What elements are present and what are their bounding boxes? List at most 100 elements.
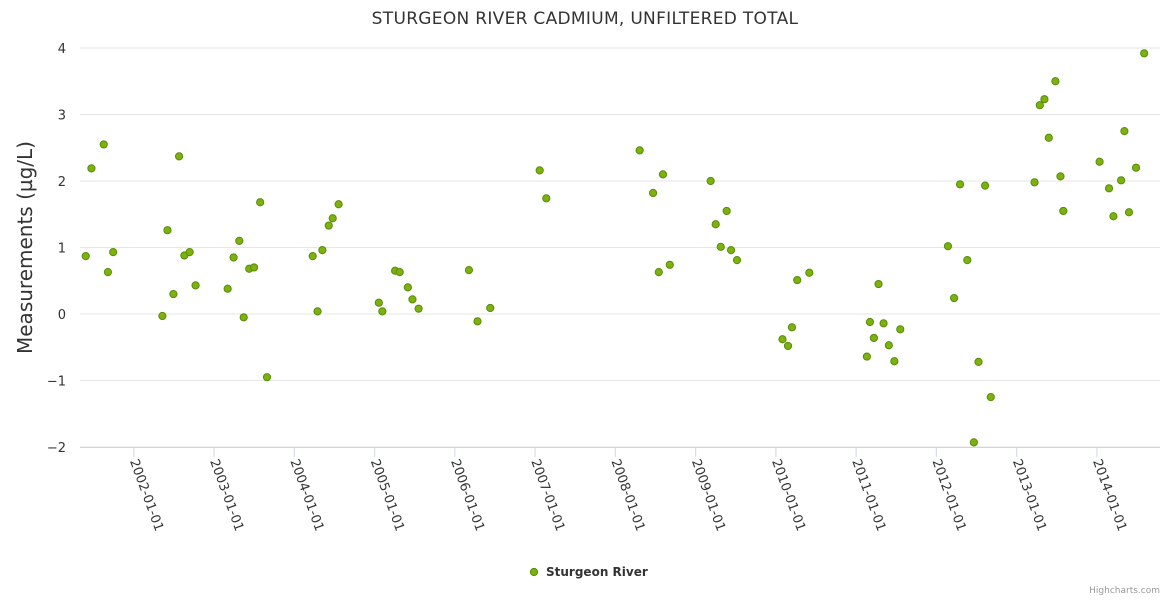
x-tick-label: 2010-01-01 — [768, 457, 808, 533]
data-point[interactable] — [1095, 157, 1104, 166]
data-point[interactable] — [1104, 184, 1114, 193]
data-point[interactable] — [1051, 77, 1060, 86]
data-point[interactable] — [874, 279, 883, 289]
data-point[interactable] — [414, 304, 423, 313]
data-point[interactable] — [1124, 208, 1134, 217]
data-point[interactable] — [378, 307, 387, 316]
data-point[interactable] — [328, 214, 337, 223]
x-tick-label: 2008-01-01 — [608, 457, 648, 533]
data-point[interactable] — [1109, 212, 1118, 221]
data-point[interactable] — [109, 248, 118, 257]
data-point[interactable] — [486, 303, 495, 313]
data-point[interactable] — [169, 289, 178, 299]
data-point[interactable] — [229, 253, 238, 262]
data-point[interactable] — [787, 323, 797, 332]
x-tick-label: 2009-01-01 — [688, 457, 728, 533]
data-point[interactable] — [783, 341, 793, 351]
data-point[interactable] — [955, 180, 965, 189]
data-point[interactable] — [313, 307, 322, 316]
x-tick-label: 2003-01-01 — [206, 457, 246, 533]
data-point[interactable] — [395, 268, 404, 277]
data-point[interactable] — [374, 298, 383, 307]
y-tick-label: 0 — [58, 308, 66, 323]
data-point[interactable] — [223, 284, 232, 293]
data-point[interactable] — [191, 281, 200, 290]
legend[interactable]: Sturgeon River — [529, 565, 648, 579]
data-point[interactable] — [805, 268, 814, 277]
data-point[interactable] — [87, 164, 96, 173]
data-point[interactable] — [473, 317, 482, 326]
data-point[interactable] — [1040, 95, 1049, 104]
data-point[interactable] — [158, 311, 167, 321]
data-point[interactable] — [249, 263, 259, 272]
data-point[interactable] — [732, 256, 742, 265]
data-point[interactable] — [1120, 127, 1129, 136]
data-point[interactable] — [1131, 163, 1141, 172]
data-point[interactable] — [1059, 206, 1068, 216]
data-point[interactable] — [654, 268, 663, 277]
data-point[interactable] — [308, 252, 317, 261]
data-point[interactable] — [262, 373, 272, 382]
x-tick-label: 2012-01-01 — [929, 457, 969, 533]
data-point[interactable] — [163, 226, 172, 235]
data-point[interactable] — [950, 293, 959, 303]
data-point[interactable] — [535, 166, 544, 175]
data-point[interactable] — [635, 146, 644, 155]
y-axis-ticks: −2 −1 0 1 2 3 4 — [47, 42, 66, 456]
data-point[interactable] — [986, 393, 995, 402]
data-points — [81, 49, 1149, 447]
data-point[interactable] — [239, 313, 248, 322]
credits-link[interactable]: Highcharts.com — [1089, 586, 1160, 596]
data-point[interactable] — [726, 246, 736, 255]
data-point[interactable] — [943, 242, 953, 251]
data-point[interactable] — [1117, 176, 1126, 185]
data-point[interactable] — [890, 357, 899, 366]
y-tick-label: 3 — [58, 109, 66, 124]
legend-label-sturgeon-river[interactable]: Sturgeon River — [546, 565, 648, 579]
x-tick-label: 2005-01-01 — [367, 457, 407, 533]
data-point[interactable] — [403, 283, 412, 292]
data-point[interactable] — [658, 170, 668, 179]
data-point[interactable] — [324, 221, 333, 230]
data-point[interactable] — [963, 256, 972, 265]
data-point[interactable] — [711, 220, 720, 229]
data-point[interactable] — [408, 295, 417, 304]
data-point[interactable] — [974, 357, 983, 366]
data-point[interactable] — [318, 246, 327, 255]
data-point[interactable] — [235, 236, 244, 245]
data-point[interactable] — [980, 181, 990, 190]
data-point[interactable] — [706, 176, 715, 186]
data-point[interactable] — [778, 335, 787, 344]
data-point[interactable] — [648, 188, 658, 198]
data-point[interactable] — [1056, 172, 1065, 181]
data-point[interactable] — [81, 252, 90, 261]
data-point[interactable] — [665, 260, 674, 269]
data-point[interactable] — [1035, 101, 1044, 110]
data-point[interactable] — [793, 275, 802, 285]
data-point[interactable] — [542, 194, 551, 203]
data-point[interactable] — [464, 266, 474, 275]
data-point[interactable] — [103, 268, 113, 277]
data-point[interactable] — [185, 248, 194, 257]
x-tick-label: 2014-01-01 — [1089, 457, 1129, 533]
data-point[interactable] — [896, 325, 905, 334]
data-point[interactable] — [334, 200, 343, 209]
data-point[interactable] — [884, 341, 893, 350]
data-point[interactable] — [1044, 133, 1053, 142]
data-point[interactable] — [865, 317, 875, 327]
data-point[interactable] — [1030, 178, 1039, 187]
data-point[interactable] — [722, 206, 731, 216]
data-point[interactable] — [879, 319, 888, 328]
data-point[interactable] — [969, 438, 978, 447]
y-tick-label: 2 — [58, 175, 66, 190]
data-point[interactable] — [175, 152, 184, 161]
data-point[interactable] — [716, 242, 725, 251]
data-point[interactable] — [1140, 49, 1149, 58]
x-tick-label: 2002-01-01 — [126, 457, 166, 533]
data-point[interactable] — [99, 140, 108, 149]
data-point[interactable] — [869, 333, 879, 343]
data-point[interactable] — [256, 198, 265, 207]
chart-title: STURGEON RIVER CADMIUM, UNFILTERED TOTAL — [372, 9, 799, 29]
data-point[interactable] — [862, 352, 871, 361]
